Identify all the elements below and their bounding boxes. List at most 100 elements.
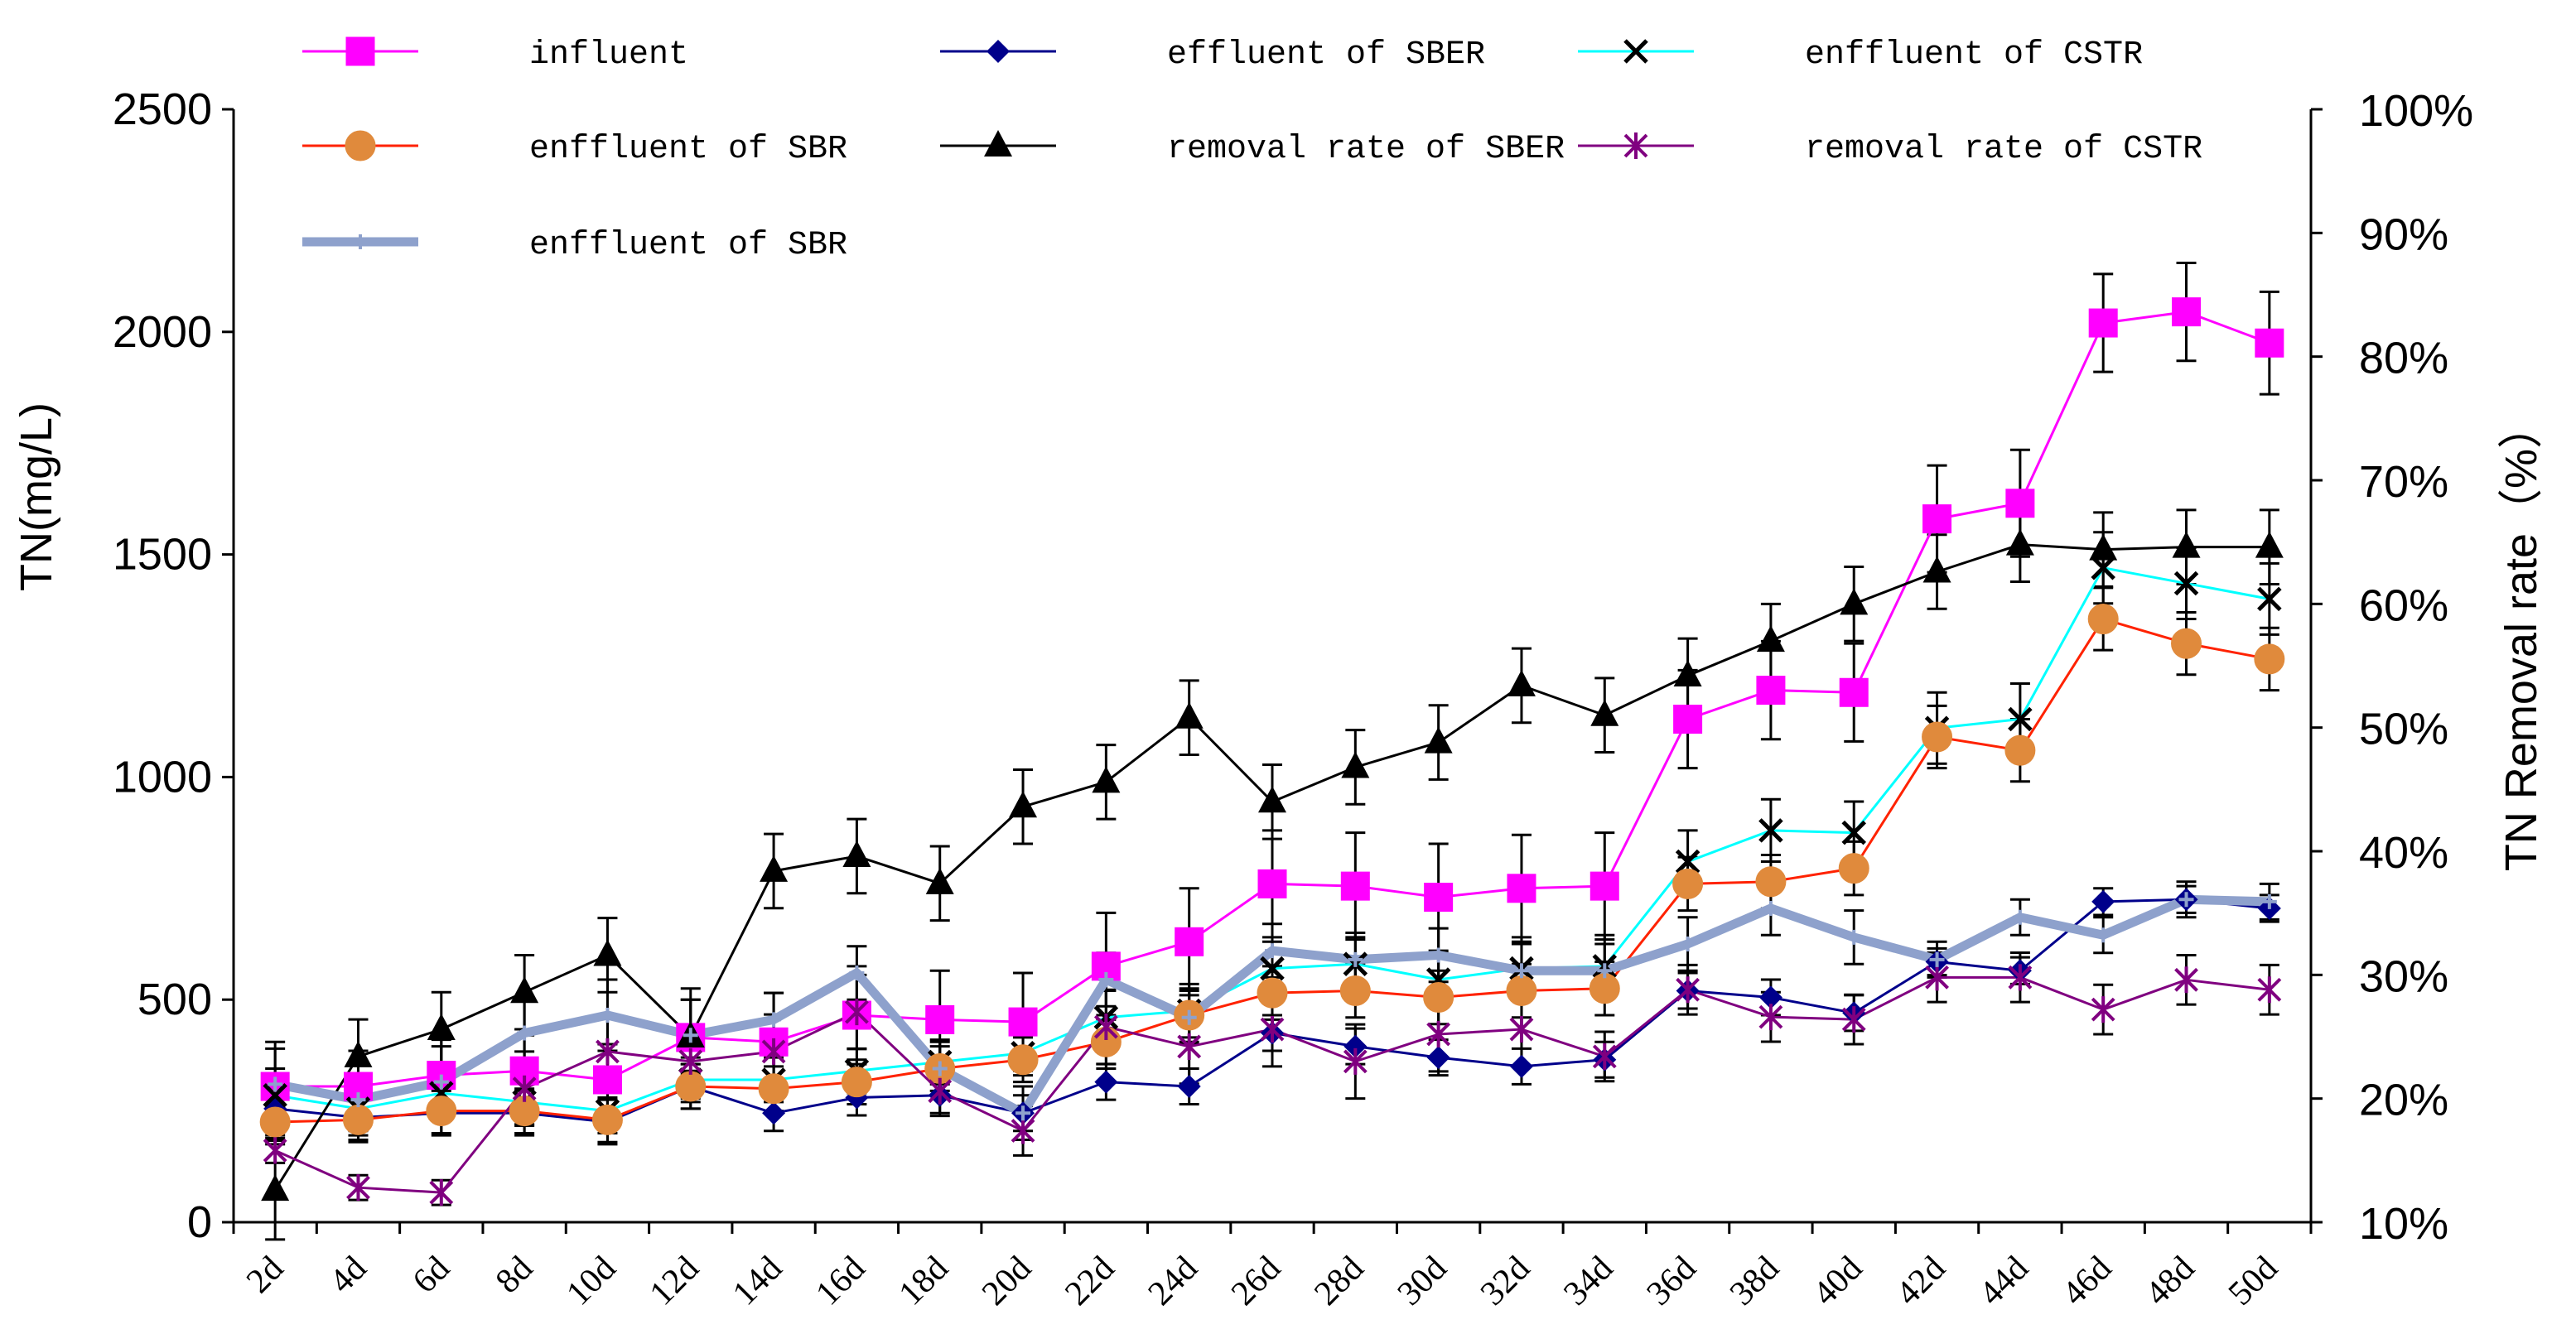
y2-tick-label: 10% bbox=[2359, 1199, 2448, 1249]
data-point bbox=[841, 1067, 872, 1098]
y2-axis-title: TN Removal rate（%） bbox=[2496, 404, 2546, 871]
data-point bbox=[2172, 297, 2202, 327]
data-point bbox=[1258, 786, 1286, 813]
y2-tick-label: 70% bbox=[2359, 457, 2448, 507]
data-point bbox=[1922, 504, 1952, 534]
data-point bbox=[1672, 868, 1704, 899]
data-point bbox=[1339, 975, 1371, 1006]
data-point bbox=[1922, 556, 1951, 583]
x-tick-label: 4d bbox=[322, 1250, 374, 1301]
data-point bbox=[932, 1061, 948, 1076]
data-point bbox=[268, 1076, 283, 1092]
x-tick-label: 20d bbox=[975, 1250, 1039, 1313]
data-point bbox=[1424, 883, 1454, 913]
data-point bbox=[844, 999, 869, 1026]
data-point bbox=[675, 1071, 707, 1102]
data-point bbox=[1838, 853, 1869, 884]
y-tick-label: 500 bbox=[137, 975, 212, 1024]
data-point bbox=[1011, 1117, 1035, 1144]
data-point bbox=[259, 1106, 291, 1138]
data-point bbox=[2005, 528, 2034, 556]
data-point bbox=[1257, 869, 1287, 898]
data-point bbox=[1343, 1034, 1368, 1058]
legend-label: influent bbox=[529, 36, 688, 74]
data-point bbox=[1755, 866, 1787, 898]
x-tick-label: 34d bbox=[1556, 1250, 1620, 1313]
data-point bbox=[2089, 533, 2118, 561]
data-point bbox=[1181, 1009, 1197, 1025]
data-point bbox=[1597, 963, 1613, 979]
data-point bbox=[1507, 669, 1536, 696]
data-point bbox=[849, 965, 865, 980]
legend-swatch-marker bbox=[987, 40, 1010, 63]
x-tick-label: 28d bbox=[1307, 1250, 1371, 1313]
data-point bbox=[678, 1047, 703, 1075]
data-point bbox=[1846, 929, 1862, 945]
data-point bbox=[1680, 937, 1696, 951]
data-point bbox=[1756, 676, 1786, 706]
legend-label: enffluent of CSTR bbox=[1805, 36, 2143, 74]
data-point bbox=[762, 1101, 786, 1125]
data-point bbox=[1841, 820, 1867, 845]
x-tick-label: 16d bbox=[808, 1250, 872, 1313]
data-point bbox=[1423, 982, 1454, 1014]
y2-tick-label: 60% bbox=[2359, 580, 2448, 630]
data-point bbox=[1177, 1033, 1202, 1060]
legend-swatch-marker bbox=[1623, 132, 1648, 159]
legend-label: enffluent of SBR bbox=[529, 227, 847, 264]
data-point bbox=[761, 1038, 786, 1065]
axes: 0 500 1000 1500 2000 2500 10% 20% 30% 40% 50% 60% 70… bbox=[113, 84, 2473, 1313]
y2-tick-label: 50% bbox=[2359, 705, 2448, 754]
data-point bbox=[1763, 900, 1778, 916]
y2-tick-label: 40% bbox=[2359, 828, 2448, 878]
data-point bbox=[2088, 308, 2118, 338]
legend-item: enffluent of CSTR bbox=[1578, 36, 2143, 74]
legend-swatch-marker bbox=[984, 130, 1012, 157]
data-point bbox=[1589, 871, 1619, 901]
data-point bbox=[1922, 721, 1953, 753]
y2-tick-label: 90% bbox=[2359, 209, 2448, 259]
data-point bbox=[1758, 1004, 1783, 1031]
error-bars bbox=[265, 261, 2279, 1241]
data-point bbox=[592, 1065, 622, 1095]
data-point bbox=[1925, 964, 1949, 991]
data-point bbox=[1673, 705, 1703, 734]
data-point bbox=[1840, 588, 1869, 615]
data-point bbox=[925, 867, 954, 894]
data-point bbox=[2012, 909, 2028, 925]
data-point bbox=[2178, 892, 2194, 908]
data-point bbox=[1756, 625, 1785, 653]
y-tick-label: 1000 bbox=[113, 752, 212, 802]
data-point bbox=[2174, 966, 2198, 994]
data-point bbox=[510, 976, 539, 1004]
data-point bbox=[2172, 531, 2201, 558]
data-point bbox=[1676, 976, 1700, 1004]
legend-label: enffluent of SBR bbox=[529, 131, 847, 168]
data-point bbox=[1260, 956, 1285, 981]
data-point bbox=[600, 1008, 615, 1023]
data-point bbox=[1590, 699, 1619, 726]
legend-swatch-marker bbox=[345, 36, 375, 66]
data-point bbox=[1841, 1006, 1866, 1033]
data-point bbox=[433, 1074, 449, 1090]
data-point bbox=[1007, 1044, 1039, 1076]
x-tick-label: 24d bbox=[1141, 1250, 1205, 1313]
data-point bbox=[1592, 1043, 1617, 1070]
data-point bbox=[2091, 996, 2115, 1023]
data-point bbox=[1673, 659, 1702, 686]
data-point bbox=[2261, 893, 2277, 909]
data-point bbox=[928, 1077, 953, 1105]
data-point bbox=[2005, 489, 2035, 518]
legend-item: effluent of SBER bbox=[940, 36, 1485, 74]
data-point bbox=[1758, 985, 1782, 1009]
data-point bbox=[350, 1092, 366, 1108]
x-tick-label: 42d bbox=[1889, 1250, 1953, 1313]
x-tick-label: 44d bbox=[1972, 1250, 2036, 1313]
y-tick-label: 1500 bbox=[113, 530, 212, 580]
x-tick-label: 2d bbox=[239, 1250, 291, 1301]
x-tick-label: 18d bbox=[892, 1250, 956, 1313]
y2-tick-label: 100% bbox=[2359, 86, 2473, 136]
x-tick-label: 8d bbox=[489, 1250, 540, 1301]
data-point bbox=[1009, 791, 1038, 818]
x-tick-label: 48d bbox=[2139, 1250, 2202, 1313]
